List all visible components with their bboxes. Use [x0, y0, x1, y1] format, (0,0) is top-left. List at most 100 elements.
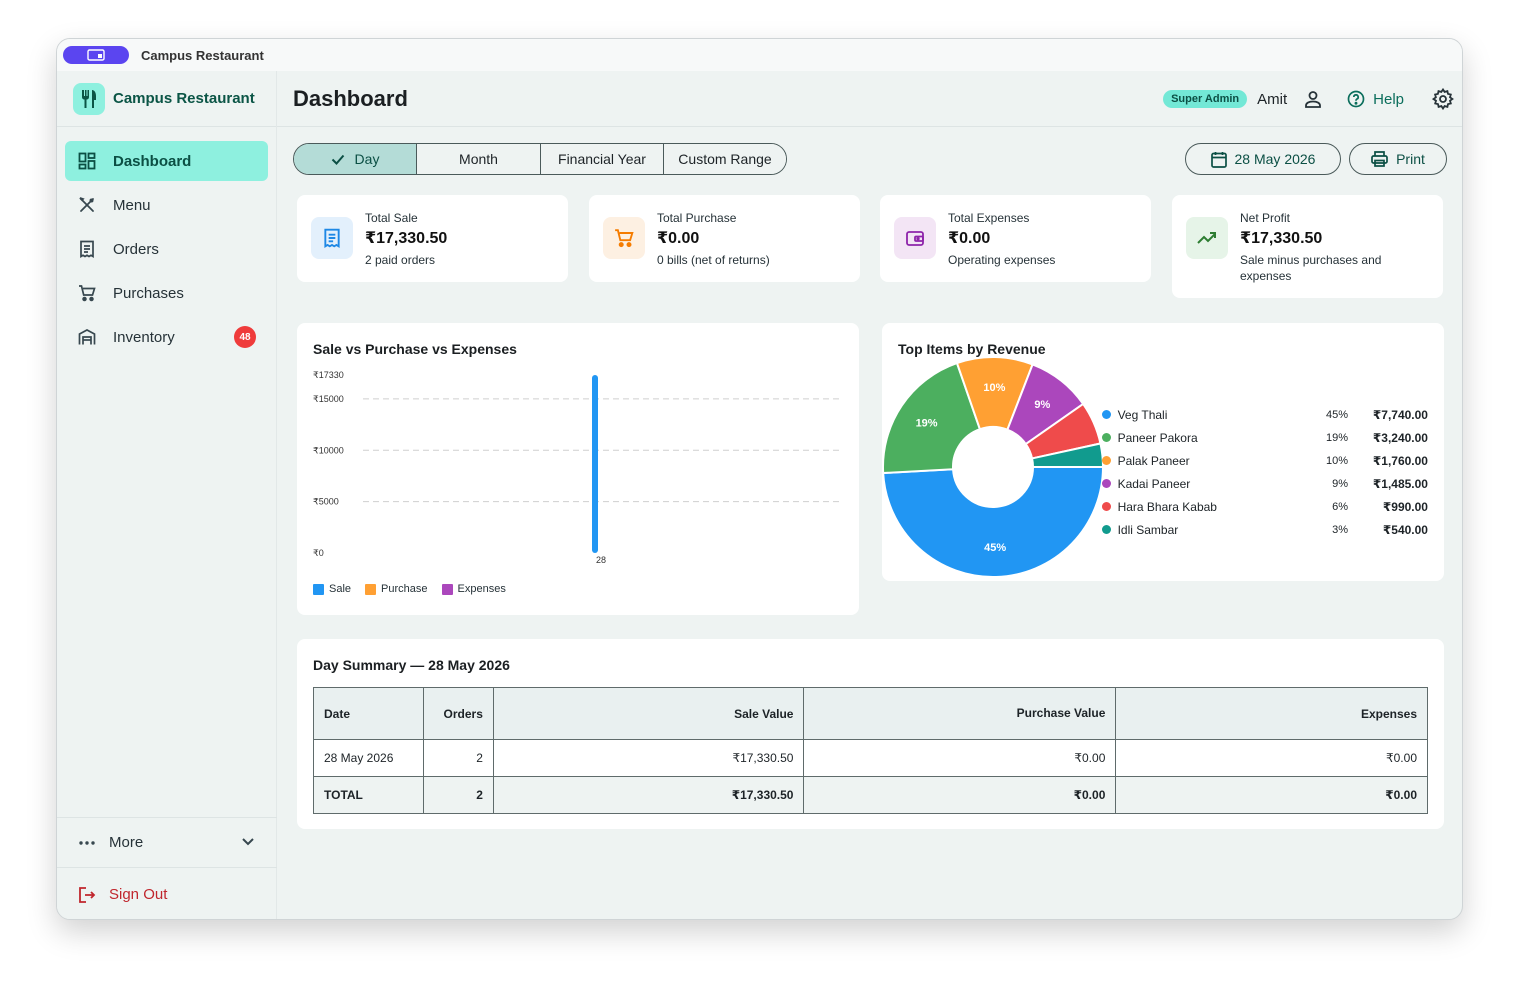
sidebar-item-dashboard[interactable]: Dashboard: [65, 141, 268, 181]
legend-row: Veg Thali 45% ₹7,740.00: [1102, 403, 1428, 426]
restaurant-logo-icon: [73, 82, 105, 115]
legend-row: Palak Paneer 10% ₹1,760.00: [1102, 449, 1428, 472]
stat-value: ₹17,330.50: [1240, 230, 1323, 247]
range-label: Month: [459, 151, 498, 167]
legend-dot: [1102, 479, 1111, 488]
range-month-button[interactable]: Month: [416, 144, 540, 174]
app-window: Campus Restaurant Campus Restaurant Dash…: [56, 38, 1463, 920]
more-dots-icon: [77, 833, 97, 853]
selected-date: 28 May 2026: [1234, 151, 1316, 167]
item-revenue: ₹540.00: [1382, 522, 1428, 537]
wallet-icon: [894, 217, 936, 259]
slice-veg-thali[interactable]: [882, 466, 1105, 578]
sign-out-label: Sign Out: [109, 886, 168, 903]
stat-subtitle: 0 bills (net of returns): [657, 253, 770, 267]
sidebar-item-label: Purchases: [113, 284, 184, 302]
stat-subtitle: 2 paid orders: [365, 253, 436, 267]
cell-total-label: TOTAL: [313, 776, 424, 814]
item-name: Kadai Paneer: [1117, 476, 1191, 491]
donut-chart: 45% 19% 10% 9%: [882, 356, 1105, 578]
item-percent: 6%: [1332, 500, 1348, 513]
title-bar: Campus Restaurant: [57, 39, 1462, 71]
range-financial-year-button[interactable]: Financial Year: [540, 144, 663, 174]
table-header-row: Date Orders Sale Value Purchase Value Ex…: [313, 687, 1428, 740]
sidebar-item-menu[interactable]: Menu: [65, 185, 268, 225]
chart-legend: Sale Purchase Expenses: [313, 583, 520, 595]
cell-total-sale: ₹17,330.50: [492, 776, 805, 814]
legend-label: Purchase: [381, 583, 428, 595]
user-icon[interactable]: [1303, 89, 1323, 109]
range-selector: Day Month Financial Year Custom Range: [293, 143, 787, 175]
brand-name: Campus Restaurant: [113, 90, 255, 107]
slice-paneer-pakora[interactable]: [882, 361, 982, 475]
column-header-sale-value: Sale Value: [492, 687, 805, 740]
range-label: Custom Range: [678, 151, 772, 167]
sign-out-icon: [77, 885, 97, 905]
column-header-orders: Orders: [422, 687, 494, 740]
y-tick-label: ₹0: [313, 548, 324, 558]
stat-label: Total Sale: [365, 211, 418, 225]
item-percent: 9%: [1332, 477, 1348, 490]
stat-card-total-sale: Total Sale ₹17,330.50 2 paid orders: [297, 195, 568, 282]
cell-purchase-value: ₹0.00: [803, 739, 1117, 777]
slice-idli-sambar[interactable]: [1030, 442, 1105, 468]
printer-icon: [1371, 151, 1388, 167]
summary-title: Day Summary — 28 May 2026: [313, 657, 510, 673]
date-picker-button[interactable]: 28 May 2026: [1185, 143, 1341, 175]
warehouse-icon: [77, 327, 97, 347]
sidebar: Campus Restaurant Dashboard Menu Orders: [57, 71, 277, 919]
legend-swatch: [365, 583, 377, 595]
sidebar-item-inventory[interactable]: Inventory 48: [65, 317, 268, 357]
item-revenue: ₹7,740.00: [1372, 407, 1428, 422]
legend-swatch: [441, 583, 453, 595]
item-percent: 19%: [1325, 431, 1348, 444]
more-toggle[interactable]: More: [57, 817, 277, 867]
legend-item-expenses[interactable]: Expenses: [441, 583, 506, 595]
cart-icon: [603, 217, 645, 259]
stat-card-total-expenses: Total Expenses ₹0.00 Operating expenses: [880, 195, 1151, 282]
legend-item-sale[interactable]: Sale: [313, 583, 351, 595]
print-button[interactable]: Print: [1349, 143, 1447, 175]
item-percent: 3%: [1332, 523, 1348, 536]
item-percent: 45%: [1325, 408, 1348, 421]
stat-label: Net Profit: [1240, 211, 1291, 225]
sidebar-item-label: Orders: [113, 240, 159, 258]
summary-table: Date Orders Sale Value Purchase Value Ex…: [313, 687, 1428, 814]
slice-label: 45%: [984, 542, 1006, 554]
slice-label: 9%: [1034, 399, 1050, 411]
stat-value: ₹0.00: [657, 230, 700, 247]
brand: Campus Restaurant: [57, 71, 276, 127]
item-revenue: ₹990.00: [1382, 499, 1428, 514]
stat-label: Total Expenses: [948, 211, 1030, 225]
gear-icon: [1432, 88, 1454, 110]
legend-row: Idli Sambar 3% ₹540.00: [1102, 518, 1428, 541]
y-tick-label: ₹15000: [313, 394, 344, 404]
column-header-expenses: Expenses: [1115, 687, 1428, 740]
cart-icon: [77, 283, 97, 303]
settings-button[interactable]: [1432, 88, 1454, 110]
sidebar-item-orders[interactable]: Orders: [65, 229, 268, 269]
range-custom-button[interactable]: Custom Range: [663, 144, 786, 174]
range-day-button[interactable]: Day: [294, 144, 416, 174]
stat-subtitle: Sale minus purchases and expenses: [1240, 253, 1382, 283]
more-label: More: [109, 834, 144, 851]
calendar-icon: [1210, 151, 1227, 168]
bar-chart: ₹0 ₹5000 ₹10000 ₹15000 ₹17330 28: [313, 370, 841, 565]
legend-row: Paneer Pakora 19% ₹3,240.00: [1102, 426, 1428, 449]
print-label: Print: [1396, 151, 1425, 167]
header-actions: Super Admin Amit Help: [1163, 71, 1454, 127]
app-badge[interactable]: [63, 46, 129, 64]
chart-title: Top Items by Revenue: [898, 341, 1046, 357]
range-label: Day: [354, 151, 380, 167]
bar-sale[interactable]: [592, 374, 598, 553]
stat-subtitle: Operating expenses: [948, 253, 1056, 267]
column-header-purchase-value: Purchase Value: [803, 687, 1117, 740]
legend-dot: [1102, 525, 1111, 534]
sidebar-item-label: Inventory: [113, 328, 175, 346]
top-header: Dashboard Super Admin Amit Help: [277, 71, 1462, 127]
sidebar-item-purchases[interactable]: Purchases: [65, 273, 268, 313]
day-summary-card: Day Summary — 28 May 2026 Date Orders Sa…: [297, 639, 1444, 829]
sign-out-button[interactable]: Sign Out: [57, 867, 277, 919]
legend-item-purchase[interactable]: Purchase: [365, 583, 428, 595]
help-button[interactable]: Help: [1347, 90, 1404, 108]
